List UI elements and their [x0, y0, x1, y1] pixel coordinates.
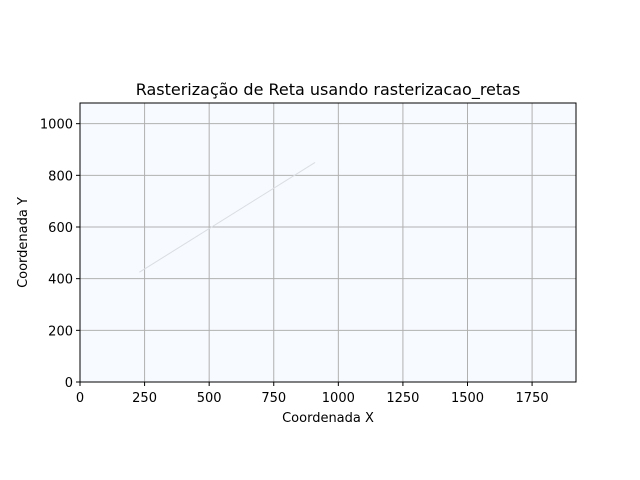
x-tick-label: 1000 [322, 391, 355, 406]
y-tick-label: 0 [65, 376, 73, 391]
x-tick-label: 1500 [451, 391, 484, 406]
x-tick-label: 0 [76, 391, 84, 406]
x-axis-label: Coordenada X [282, 411, 374, 426]
series-layer [139, 161, 316, 273]
y-axis-label: Coordenada Y [16, 197, 31, 288]
x-tick-label: 1250 [386, 391, 419, 406]
y-tick-label: 1000 [40, 118, 73, 133]
plot-area [80, 103, 576, 382]
x-tick-label: 750 [261, 391, 286, 406]
y-tick-label: 400 [48, 273, 73, 288]
x-tick-label: 500 [197, 391, 222, 406]
plot-frame [79, 102, 577, 383]
y-axis: 0 200 400 600 800 1000 [40, 118, 80, 391]
chart-title: Rasterização de Reta usando rasterizacao… [136, 80, 521, 100]
x-axis: 0 250 500 750 1000 1250 1500 1750 [76, 382, 549, 406]
y-tick-label: 200 [48, 324, 73, 339]
series-line [139, 161, 316, 273]
y-tick-label: 800 [48, 169, 73, 184]
x-tick-label: 250 [132, 391, 157, 406]
y-tick-label: 600 [48, 221, 73, 236]
x-tick-label: 1750 [516, 391, 549, 406]
